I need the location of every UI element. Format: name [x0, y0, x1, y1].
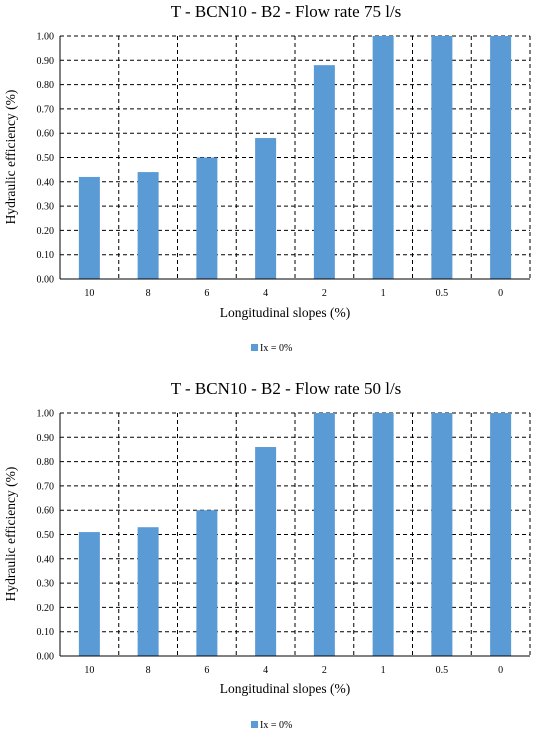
chart-title: T - BCN10 - B2 - Flow rate 75 l/s	[171, 2, 402, 21]
x-tick-label: 4	[263, 665, 268, 676]
y-tick-label: 0.90	[37, 56, 55, 67]
x-axis-label: Longitudinal slopes (%)	[220, 681, 350, 696]
chart-flow-rate-75: T - BCN10 - B2 - Flow rate 75 l/s 0.00 0.…	[0, 0, 550, 366]
legend-swatch	[251, 344, 258, 351]
x-tick-label: 6	[204, 288, 209, 299]
y-tick-label: 0.70	[37, 481, 55, 492]
legend-label: Ix = 0%	[260, 720, 292, 731]
chart-title: T - BCN10 - B2 - Flow rate 50 l/s	[171, 379, 402, 398]
bar	[372, 413, 394, 656]
bar	[137, 172, 159, 279]
y-tick-label: 1.00	[37, 32, 55, 43]
x-tick-label: 10	[84, 288, 94, 299]
x-tick-label: 1	[381, 288, 386, 299]
y-tick-label: 0.10	[37, 627, 55, 638]
y-tick-label: 0.20	[37, 603, 55, 614]
bar	[78, 176, 100, 279]
x-tick-label: 1	[381, 665, 386, 676]
y-tick-label: 0.10	[37, 250, 55, 261]
axes	[59, 413, 530, 657]
y-tick-label: 0.30	[37, 579, 55, 590]
y-tick-label: 0.80	[37, 457, 55, 468]
y-tick-label: 0.00	[37, 275, 55, 286]
legend-label: Ix = 0%	[260, 343, 292, 354]
x-tick-label: 8	[146, 288, 151, 299]
x-tick-label: 2	[322, 665, 327, 676]
y-tick-label: 0.80	[37, 80, 55, 91]
y-tick-label: 0.40	[37, 177, 55, 188]
x-tick-label: 0	[498, 665, 503, 676]
y-tick-label: 0.30	[37, 202, 55, 213]
y-tick-label: 0.70	[37, 104, 55, 115]
bar	[313, 413, 335, 656]
y-tick-label: 0.60	[37, 129, 55, 140]
y-tick-label: 0.50	[37, 153, 55, 164]
legend: Ix = 0%	[251, 720, 292, 731]
x-tick-label: 6	[204, 665, 209, 676]
bar	[431, 413, 453, 656]
legend: Ix = 0%	[251, 343, 292, 354]
x-tick-labels: 10 8 6 4 2 1 0.5 0	[84, 665, 503, 676]
y-tick-label: 0.00	[37, 652, 55, 663]
x-tick-label: 0	[498, 288, 503, 299]
bar	[78, 532, 100, 656]
x-tick-label: 2	[322, 288, 327, 299]
bar	[372, 36, 394, 279]
legend-swatch	[251, 721, 258, 728]
bar	[490, 413, 512, 656]
x-tick-label: 10	[84, 665, 94, 676]
grid-lines	[60, 35, 531, 279]
bars	[78, 36, 512, 279]
y-tick-label: 0.90	[37, 433, 55, 444]
y-tick-labels: 0.00 0.10 0.20 0.30 0.40 0.50 0.60 0.70 0.80 0.90…	[37, 409, 55, 663]
x-tick-label: 0.5	[436, 665, 449, 676]
y-axis-label: Hydraulic efficiency (%)	[3, 467, 18, 602]
x-tick-label: 0.5	[436, 288, 449, 299]
chart-flow-rate-50: T - BCN10 - B2 - Flow rate 50 l/s 0.00 0.…	[0, 377, 550, 743]
bar	[431, 36, 453, 279]
bars	[78, 413, 512, 656]
axes	[59, 36, 530, 280]
x-axis-label: Longitudinal slopes (%)	[220, 305, 350, 320]
bar	[196, 510, 218, 656]
y-tick-labels: 0.00 0.10 0.20 0.30 0.40 0.50 0.60 0.70 0.80 0.90…	[37, 32, 55, 286]
chart-svg: T - BCN10 - B2 - Flow rate 50 l/s 0.000.…	[3, 379, 531, 731]
x-tick-label: 8	[146, 665, 151, 676]
x-tick-labels: 10 8 6 4 2 1 0.5 0	[84, 288, 503, 299]
grid-lines	[60, 412, 531, 656]
y-tick-label: 0.50	[37, 530, 55, 541]
bar	[137, 527, 159, 656]
x-tick-label: 4	[263, 288, 268, 299]
chart-svg: T - BCN10 - B2 - Flow rate 75 l/s 0.000.…	[3, 2, 531, 354]
y-tick-label: 1.00	[37, 409, 55, 420]
y-tick-label: 0.40	[37, 554, 55, 565]
y-tick-label: 0.60	[37, 506, 55, 517]
bar	[255, 138, 277, 279]
bar	[490, 36, 512, 279]
bar	[255, 447, 277, 656]
y-tick-label: 0.20	[37, 226, 55, 237]
bar	[196, 157, 218, 279]
bar	[313, 65, 335, 279]
y-axis-label: Hydraulic efficiency (%)	[3, 90, 18, 225]
